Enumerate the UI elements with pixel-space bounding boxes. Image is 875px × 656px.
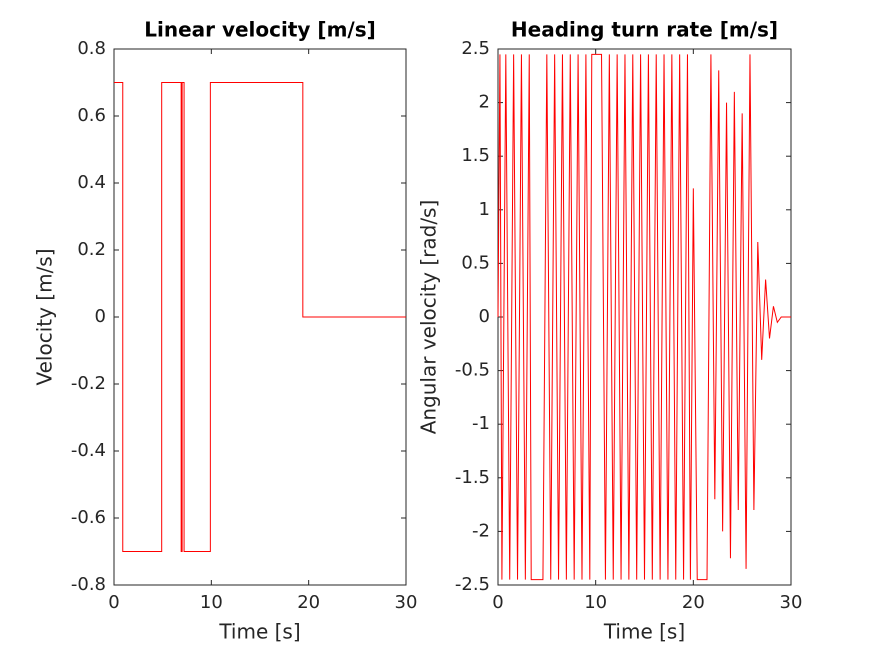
y-tick-label: 2 xyxy=(479,92,490,113)
y-tick-label: 0 xyxy=(95,306,106,327)
y-tick-label: -2 xyxy=(472,520,490,541)
chart-title: Heading turn rate [m/s] xyxy=(511,18,778,42)
y-tick-label: 0.6 xyxy=(77,105,106,126)
x-tick-label: 30 xyxy=(780,592,803,613)
x-tick-label: 10 xyxy=(584,592,607,613)
y-tick-label: -2.5 xyxy=(455,574,490,595)
x-tick-label: 0 xyxy=(108,592,119,613)
y-tick-label: -0.8 xyxy=(71,574,106,595)
y-axis-label: Angular velocity [rad/s] xyxy=(417,200,441,435)
x-tick-label: 20 xyxy=(682,592,705,613)
y-tick-label: -0.2 xyxy=(71,373,106,394)
data-line xyxy=(114,82,406,552)
y-tick-label: -0.6 xyxy=(71,507,106,528)
y-tick-label: 0.5 xyxy=(461,252,490,273)
x-tick-label: 30 xyxy=(395,592,418,613)
x-tick-label: 10 xyxy=(200,592,223,613)
y-tick-label: -0.4 xyxy=(71,440,106,461)
y-tick-label: 1.5 xyxy=(461,145,490,166)
y-tick-label: 0.8 xyxy=(77,38,106,59)
y-tick-label: -0.5 xyxy=(455,360,490,381)
y-tick-label: 2.5 xyxy=(461,38,490,59)
y-axis-label: Velocity [m/s] xyxy=(33,248,57,385)
y-tick-label: 0.2 xyxy=(77,239,106,260)
x-tick-label: 20 xyxy=(297,592,320,613)
y-tick-label: -1.5 xyxy=(455,467,490,488)
chart-title: Linear velocity [m/s] xyxy=(144,18,376,42)
y-tick-label: 0 xyxy=(479,306,490,327)
y-tick-label: 1 xyxy=(479,199,490,220)
y-tick-label: 0.4 xyxy=(77,172,106,193)
data-line xyxy=(497,53,791,581)
x-tick-label: 0 xyxy=(492,592,503,613)
x-axis-label: Time [s] xyxy=(603,620,685,644)
y-tick-label: -1 xyxy=(472,413,490,434)
x-axis-label: Time [s] xyxy=(218,620,300,644)
